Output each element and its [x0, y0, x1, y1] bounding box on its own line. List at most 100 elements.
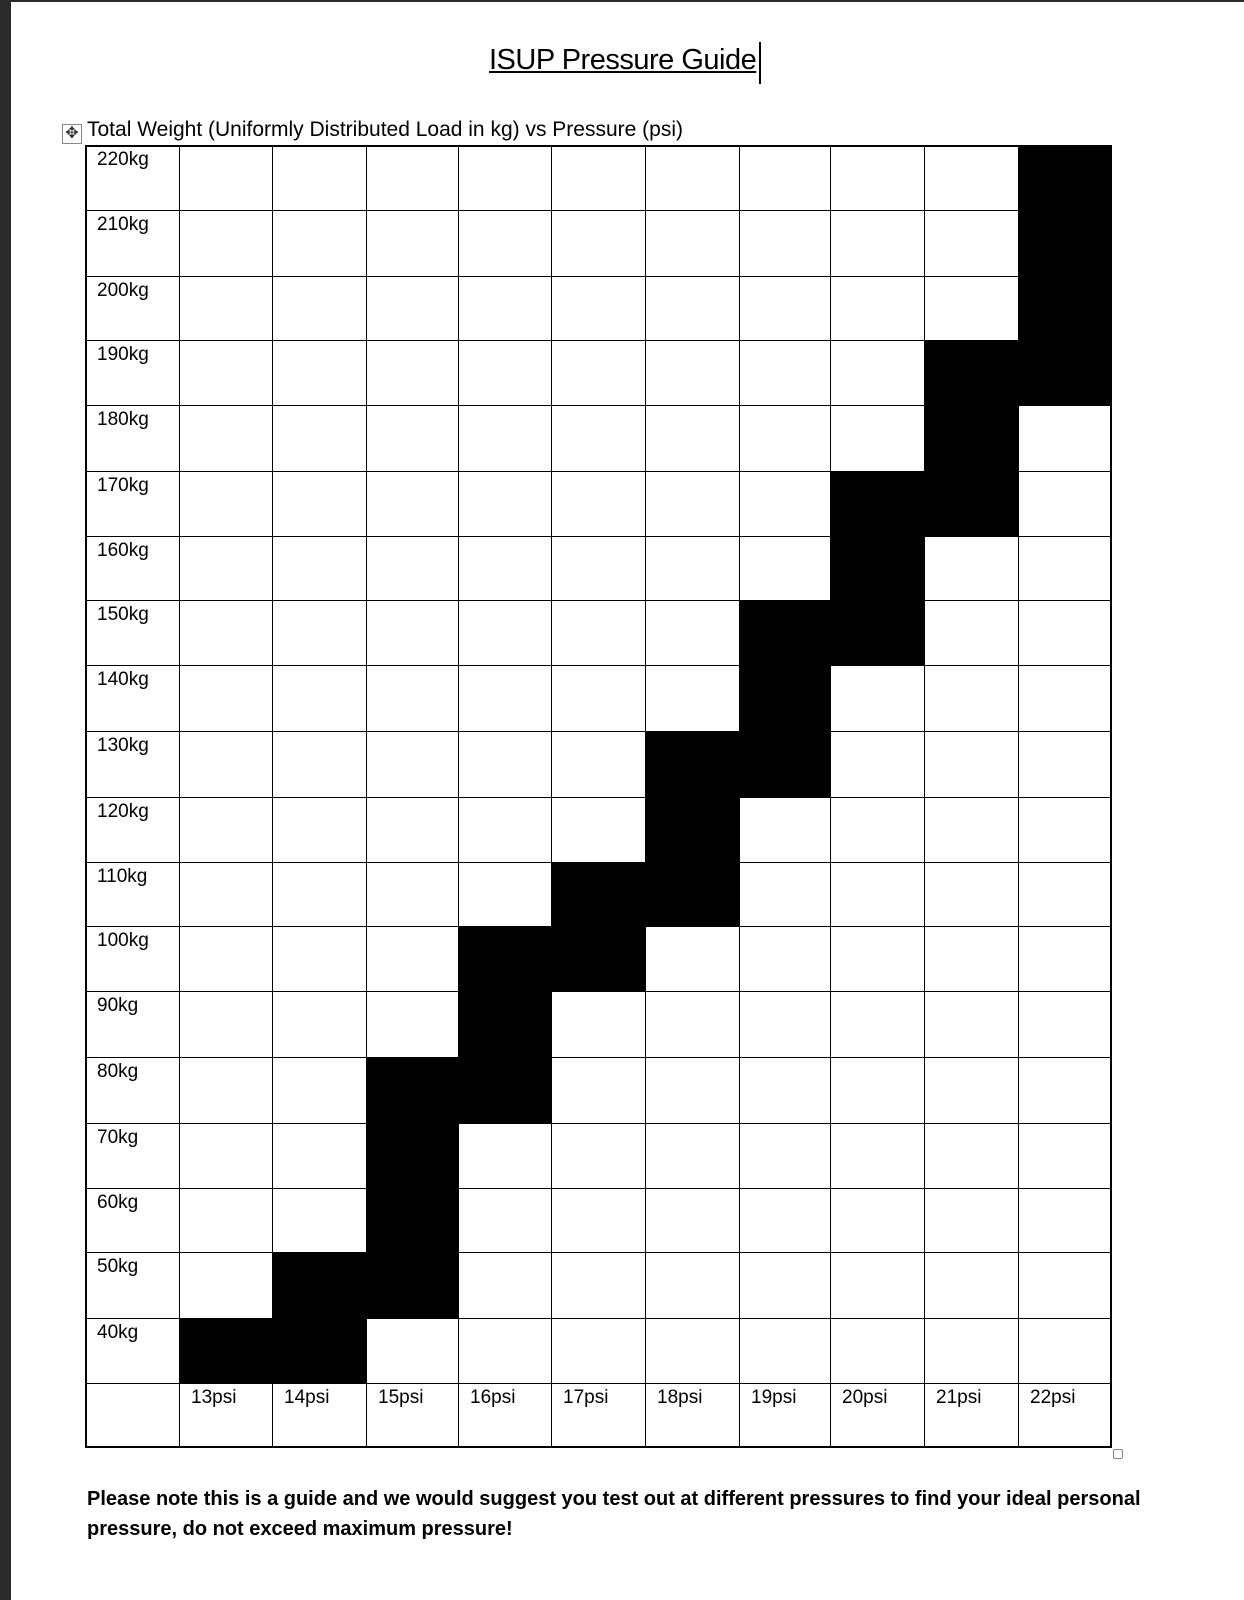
table-cell[interactable]	[1018, 665, 1112, 732]
recommended-cell[interactable]	[458, 991, 552, 1058]
table-cell[interactable]	[1018, 600, 1112, 666]
table-cell[interactable]	[645, 340, 740, 406]
table-cell[interactable]	[458, 600, 552, 666]
table-cell[interactable]	[272, 1123, 367, 1189]
table-cell[interactable]	[458, 405, 552, 472]
table-cell[interactable]	[1018, 731, 1112, 798]
table-cell[interactable]	[551, 405, 646, 472]
recommended-cell[interactable]	[366, 1252, 459, 1319]
table-cell[interactable]	[272, 405, 367, 472]
table-cell[interactable]	[551, 145, 646, 211]
table-cell[interactable]	[739, 405, 831, 472]
table-cell[interactable]	[458, 1252, 552, 1319]
table-cell[interactable]	[366, 1318, 459, 1384]
table-cell[interactable]	[272, 1188, 367, 1253]
table-cell[interactable]	[924, 210, 1019, 277]
table-cell[interactable]	[1018, 797, 1112, 863]
recommended-cell[interactable]	[1018, 210, 1112, 277]
table-cell[interactable]	[366, 731, 459, 798]
table-cell[interactable]	[830, 665, 925, 732]
table-cell[interactable]	[551, 731, 646, 798]
recommended-cell[interactable]	[366, 1057, 459, 1124]
table-cell[interactable]	[830, 797, 925, 863]
table-cell[interactable]	[739, 1318, 831, 1384]
table-cell[interactable]	[645, 1252, 740, 1319]
table-cell[interactable]	[179, 276, 273, 341]
table-caption[interactable]: Total Weight (Uniformly Distributed Load…	[87, 118, 683, 141]
table-cell[interactable]	[924, 797, 1019, 863]
table-cell[interactable]	[458, 276, 552, 341]
recommended-cell[interactable]	[272, 1318, 367, 1384]
table-cell[interactable]	[272, 210, 367, 277]
table-cell[interactable]	[551, 1188, 646, 1253]
table-cell[interactable]	[924, 862, 1019, 927]
recommended-cell[interactable]	[551, 926, 646, 992]
recommended-cell[interactable]	[830, 600, 925, 666]
table-cell[interactable]	[551, 991, 646, 1058]
recommended-cell[interactable]	[830, 471, 925, 537]
table-cell[interactable]	[551, 340, 646, 406]
table-cell[interactable]	[830, 926, 925, 992]
table-cell[interactable]	[179, 991, 273, 1058]
table-cell[interactable]	[830, 1252, 925, 1319]
table-cell[interactable]	[272, 536, 367, 601]
table-cell[interactable]	[458, 340, 552, 406]
guide-note[interactable]: Please note this is a guide and we would…	[87, 1488, 1141, 1540]
table-cell[interactable]	[458, 1318, 552, 1384]
recommended-cell[interactable]	[739, 731, 831, 798]
table-cell[interactable]	[179, 1188, 273, 1253]
table-cell[interactable]	[366, 926, 459, 992]
table-cell[interactable]	[458, 862, 552, 927]
table-cell[interactable]	[551, 1057, 646, 1124]
table-cell[interactable]	[739, 1252, 831, 1319]
table-cell[interactable]	[1018, 862, 1112, 927]
recommended-cell[interactable]	[1018, 340, 1112, 406]
table-cell[interactable]	[179, 862, 273, 927]
table-cell[interactable]	[924, 926, 1019, 992]
table-cell[interactable]	[830, 1057, 925, 1124]
table-cell[interactable]	[179, 210, 273, 277]
table-cell[interactable]	[739, 862, 831, 927]
table-cell[interactable]	[272, 145, 367, 211]
table-cell[interactable]	[739, 1057, 831, 1124]
table-cell[interactable]	[1018, 1123, 1112, 1189]
table-cell[interactable]	[551, 471, 646, 537]
recommended-cell[interactable]	[551, 862, 646, 927]
recommended-cell[interactable]	[830, 536, 925, 601]
table-cell[interactable]	[458, 1123, 552, 1189]
table-cell[interactable]	[551, 536, 646, 601]
table-cell[interactable]	[924, 1252, 1019, 1319]
table-cell[interactable]	[645, 471, 740, 537]
table-cell[interactable]	[458, 471, 552, 537]
table-cell[interactable]	[924, 1188, 1019, 1253]
table-cell[interactable]	[924, 536, 1019, 601]
table-cell[interactable]	[458, 665, 552, 732]
table-cell[interactable]	[366, 536, 459, 601]
table-cell[interactable]	[645, 536, 740, 601]
table-move-handle-icon[interactable]: ✥	[62, 124, 82, 144]
table-cell[interactable]	[739, 1188, 831, 1253]
table-cell[interactable]	[739, 1123, 831, 1189]
table-cell[interactable]	[179, 340, 273, 406]
recommended-cell[interactable]	[366, 1188, 459, 1253]
table-cell[interactable]	[645, 600, 740, 666]
table-cell[interactable]	[272, 731, 367, 798]
table-cell[interactable]	[830, 405, 925, 472]
table-cell[interactable]	[645, 665, 740, 732]
recommended-cell[interactable]	[924, 405, 1019, 472]
table-cell[interactable]	[645, 1123, 740, 1189]
table-cell[interactable]	[366, 276, 459, 341]
table-cell[interactable]	[739, 340, 831, 406]
table-cell[interactable]	[551, 1318, 646, 1384]
table-cell[interactable]	[924, 600, 1019, 666]
table-cell[interactable]	[272, 665, 367, 732]
table-cell[interactable]	[739, 210, 831, 277]
table-cell[interactable]	[551, 797, 646, 863]
table-cell[interactable]	[830, 731, 925, 798]
table-cell[interactable]	[366, 600, 459, 666]
table-cell[interactable]	[179, 471, 273, 537]
table-cell[interactable]	[645, 991, 740, 1058]
table-cell[interactable]	[458, 145, 552, 211]
table-cell[interactable]	[739, 276, 831, 341]
table-cell[interactable]	[272, 862, 367, 927]
